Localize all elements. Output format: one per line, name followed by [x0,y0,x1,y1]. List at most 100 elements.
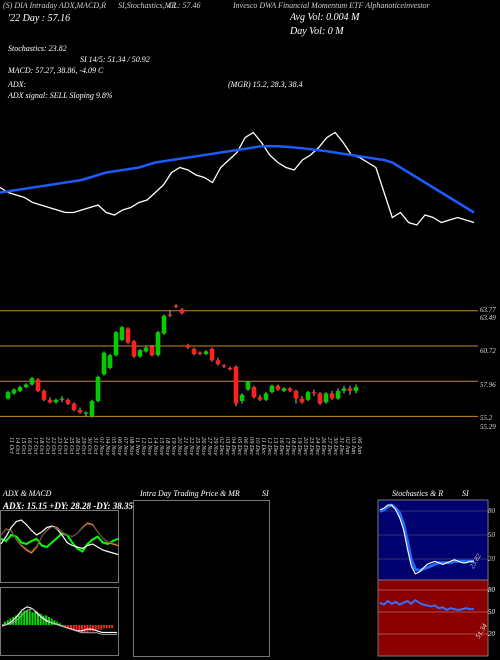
candle-body [263,393,269,400]
candle-body [107,355,113,368]
macd-histogram-bar [26,610,28,625]
x-axis-date-label: 28 Oct [74,437,81,454]
x-axis-date-label: 30 Oct [86,436,93,454]
candle-body [89,401,95,417]
x-axis-date-label: 26 Dec [320,437,327,455]
x-axis-date-label: 31 Oct [92,436,99,454]
x-axis-date-label: 23 Dec [308,437,315,455]
stochastics-panel-title: Stochastics & R [392,489,444,498]
candle-body [53,399,59,403]
candle-body [269,385,275,393]
x-axis-date-label: 31 Dec [338,436,345,455]
stochastics-panel-title-right: SI [462,489,469,498]
stoch-label-50: 50 [488,531,495,539]
candle-body [125,328,131,343]
candle-body [191,348,197,354]
x-axis-date-label: 29 Nov [212,437,219,455]
macd-histogram-bar [42,615,45,625]
chart-header-right: Invesco DWA Financial Momentum ETF Alpha… [233,1,430,10]
candle-body [5,392,11,399]
adx-signal-readout: ADX signal: SELL Sloping 9.8% [8,91,113,100]
candle-body [23,384,29,388]
adx-panel-subtitle: ADX: 15.15 +DY: 28.28 -DY: 38.35 [3,501,133,511]
candle-body [209,348,215,361]
rsi-readout: SI 14/5: 51.34 / 50.92 [80,55,150,64]
macd-histogram-bar [83,625,86,633]
x-axis-date-label: 20 Dec [302,437,309,455]
x-axis-date-label: 14 Oct [14,437,21,454]
price-line [0,131,475,226]
x-axis-date-label: 11 Dec [260,437,267,455]
candle-body [293,390,299,399]
x-axis-date-label: 15 Nov [158,437,165,455]
macd-histogram-bar [20,612,23,625]
x-axis-date-label: 12 Dec [266,437,273,455]
candle-body [11,389,17,394]
moving-average-line [0,145,475,214]
x-axis-date-label: 22 Nov [188,437,195,455]
x-axis-date-label: 25 Nov [194,437,201,455]
x-axis-date-label: 04 Dec [230,437,237,455]
x-axis-date-label: 19 Dec [296,437,303,455]
candle-body [317,393,323,404]
macd-histogram-bar [97,625,100,630]
candle-body [149,346,155,356]
candle-body [281,388,287,391]
candle-body [35,379,41,391]
x-axis-date-label: 21 Oct [44,437,51,454]
x-axis-date-label: 17 Oct [32,437,39,454]
adx-series-line [0,532,119,553]
x-axis-date-label: 05 Dec [236,437,243,455]
x-axis-date-label: 22 Oct [50,437,57,454]
chart-header-mid2: CL: 57.46 [168,1,201,10]
price-label-1: 63.77 [480,306,496,314]
price-label-5: 55.2 [480,414,493,422]
price-label-3: 60.72 [480,347,496,355]
candle-body [227,367,233,370]
x-axis-date-label: 03 Jan [350,437,357,454]
candle-body [41,390,47,400]
chart-header-day: '22 Day : 57.16 [8,13,71,24]
x-axis-date-label: 18 Oct [38,437,45,454]
x-axis-date-label: 13 Nov [146,437,153,455]
x-axis-date-label: 23 Oct [56,437,63,454]
macd-histogram-bar [75,625,78,632]
x-axis-date-label: 27 Dec [326,437,333,455]
x-axis-date-label: 19 Nov [170,437,177,455]
candle-body [275,385,281,390]
x-axis-date-label: 13 Dec [272,437,279,455]
candle-body [95,376,101,402]
x-axis-date-label: 20 Nov [176,437,183,455]
candle-body [185,345,191,348]
candle-body [143,347,149,352]
x-axis-date-label: 26 Nov [200,437,207,455]
price-label-4: 57.96 [480,381,496,389]
rsi-label-20: 20 [488,630,495,638]
candle-body [215,360,221,365]
macd-histogram-bar [39,613,42,625]
day-volume-label: Day Vol: 0 M [290,26,344,37]
x-axis-date-label: 03 Dec [224,437,231,455]
x-axis-date-label: 07 Nov [122,437,129,455]
adx-readout-label: ADX: [8,80,27,89]
macd-histogram-bar [94,625,97,630]
x-axis-date-label: 25 Oct [68,437,75,454]
x-axis-date-label: 11 Nov [134,437,141,455]
candle-body [197,352,203,354]
macd-histogram-bar [105,625,108,629]
macd-histogram-bar [81,625,83,633]
x-axis-date-label: 17 Dec [284,437,291,455]
rsi-label-50: 50 [488,608,495,616]
macd-histogram-bar [53,620,56,625]
candle-body [203,351,209,354]
candle-body [83,412,89,414]
stoch-label-20: 20 [488,555,495,563]
candle-body [299,398,305,403]
candle-body [233,366,239,404]
adx-panel-title: ADX & MACD [3,489,52,498]
macd-histogram-bar [12,617,15,625]
macd-histogram-bar [23,610,26,625]
x-axis-date-label: 02 Dec [218,437,225,455]
